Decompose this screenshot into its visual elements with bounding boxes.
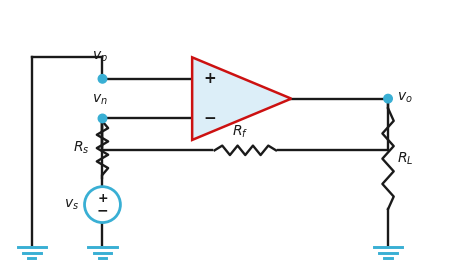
Text: $R_\mathregular{f}$: $R_\mathregular{f}$ xyxy=(232,123,249,140)
Polygon shape xyxy=(192,57,292,140)
Text: +: + xyxy=(97,192,108,205)
Circle shape xyxy=(384,94,392,103)
Text: $R_\mathregular{L}$: $R_\mathregular{L}$ xyxy=(397,151,413,167)
Text: $v_\mathregular{s}$: $v_\mathregular{s}$ xyxy=(64,197,79,212)
Text: $v_\mathregular{n}$: $v_\mathregular{n}$ xyxy=(92,92,108,107)
Circle shape xyxy=(98,75,107,83)
Text: $v_\mathregular{p}$: $v_\mathregular{p}$ xyxy=(92,49,108,66)
Circle shape xyxy=(84,187,120,223)
Text: −: − xyxy=(204,111,217,126)
Text: $v_\mathregular{o}$: $v_\mathregular{o}$ xyxy=(397,91,412,105)
Text: +: + xyxy=(204,71,217,86)
Text: −: − xyxy=(97,204,108,218)
Text: $R_\mathregular{s}$: $R_\mathregular{s}$ xyxy=(73,140,89,156)
Circle shape xyxy=(98,114,107,123)
